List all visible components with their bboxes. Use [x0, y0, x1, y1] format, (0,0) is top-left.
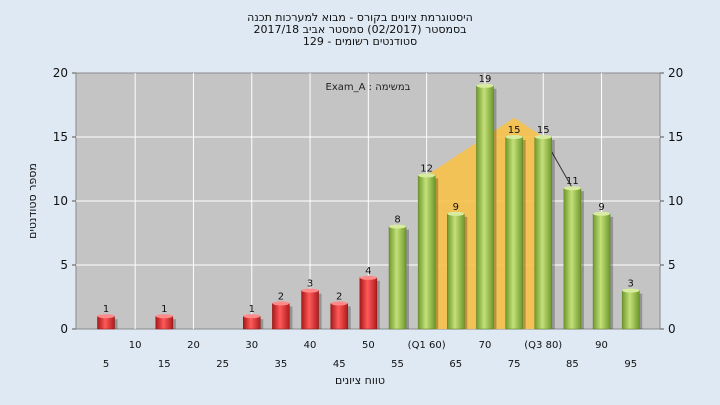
bar-top [447, 211, 465, 216]
bar-top [272, 301, 290, 306]
y-tick-label: 0 [60, 322, 68, 336]
x-tick-label: 5 [103, 359, 109, 370]
bar-top [476, 83, 494, 88]
data-label: 1 [103, 304, 109, 315]
bar [301, 290, 319, 330]
data-label: 9 [598, 202, 604, 213]
x-tick-label: 40 [304, 340, 317, 351]
bar [272, 303, 290, 330]
bar-top [155, 314, 173, 319]
bar-top [243, 314, 261, 319]
data-label: 3 [307, 279, 313, 290]
bar [447, 213, 465, 330]
x-axis: 10 20 30 40 50 (Q1 60) 70 (Q3 80) 90 5 15 25 35 45 55 6… [103, 340, 637, 370]
x-tick-label: (Q3 80) [524, 340, 562, 351]
x-axis-label: טווח ציונים [335, 374, 385, 387]
bar [592, 213, 611, 330]
x-tick-label: 45 [333, 359, 346, 370]
y-tick-label: 20 [668, 66, 683, 80]
data-label: 4 [365, 266, 371, 277]
data-label: 2 [336, 291, 342, 302]
bar-top [593, 211, 611, 216]
x-tick-label: 25 [216, 359, 229, 370]
bars [97, 83, 643, 330]
bar-top [301, 288, 319, 293]
bar [563, 187, 582, 330]
chart-subtitle-students: סטודנטים רשומים - 129 [302, 35, 418, 48]
bar-top [359, 275, 377, 280]
y-tick-label: 20 [53, 66, 68, 80]
data-label: 11 [566, 176, 579, 187]
x-tick-label: 75 [508, 359, 521, 370]
bar-top [97, 314, 115, 319]
x-tick-label: 65 [449, 359, 462, 370]
x-tick-label: 70 [479, 340, 492, 351]
y-tick-label: 10 [53, 194, 68, 208]
data-label: 19 [479, 74, 492, 85]
y-tick-label: 5 [60, 258, 68, 272]
y-tick-label: 10 [668, 194, 683, 208]
data-label: 1 [161, 304, 167, 315]
bar-top [389, 224, 406, 229]
x-tick-label: 30 [245, 340, 258, 351]
x-tick-label: 95 [624, 359, 637, 370]
x-tick-label: 10 [129, 340, 142, 351]
bar-top [534, 135, 552, 139]
y-tick-label: 15 [53, 130, 68, 144]
x-tick-label: 90 [595, 340, 608, 351]
x-tick-label: 50 [362, 340, 375, 351]
bar-top [622, 288, 640, 293]
data-label: 15 [537, 125, 550, 136]
bar [330, 303, 348, 330]
data-label: 12 [420, 163, 433, 174]
data-label: 9 [453, 202, 459, 213]
bar-top [330, 301, 348, 306]
y-tick-label: 5 [668, 258, 676, 272]
x-tick-label: 35 [275, 359, 288, 370]
x-tick-label: 15 [158, 359, 171, 370]
bar [417, 175, 436, 330]
x-tick-label: (Q1 60) [408, 340, 446, 351]
chart-title: היסטוגרמת ציונים בקורס - מבוא למערכות תכ… [247, 11, 473, 24]
bar-top [418, 173, 436, 178]
data-label: 3 [628, 279, 634, 290]
x-tick-label: 85 [566, 359, 579, 370]
y-tick-label: 15 [668, 130, 683, 144]
data-label: 8 [394, 215, 400, 226]
y-tick-label: 0 [668, 322, 676, 336]
bar-top [563, 186, 581, 191]
x-tick-label: 55 [391, 359, 404, 370]
bar [534, 136, 552, 330]
bar [621, 290, 640, 330]
data-label: 2 [278, 291, 284, 302]
bar [476, 85, 494, 330]
chart-annotation: Exam_A : במשימה [326, 82, 411, 93]
bar [505, 136, 523, 330]
data-label: 1 [249, 304, 255, 315]
y-axis-left: 0 5 10 15 20 [53, 66, 76, 336]
bar-top [505, 135, 523, 139]
y-axis-label: מספר סטודנטים [26, 163, 39, 239]
bar [388, 226, 407, 330]
y-axis-right: 0 5 10 15 20 [660, 66, 683, 336]
x-tick-label: 20 [187, 340, 200, 351]
chart-subtitle-semester: בסמסטר (02/2017) סמסטר אביב 2017/18 [253, 23, 467, 36]
data-label: 15 [508, 125, 521, 136]
bar [359, 277, 378, 330]
